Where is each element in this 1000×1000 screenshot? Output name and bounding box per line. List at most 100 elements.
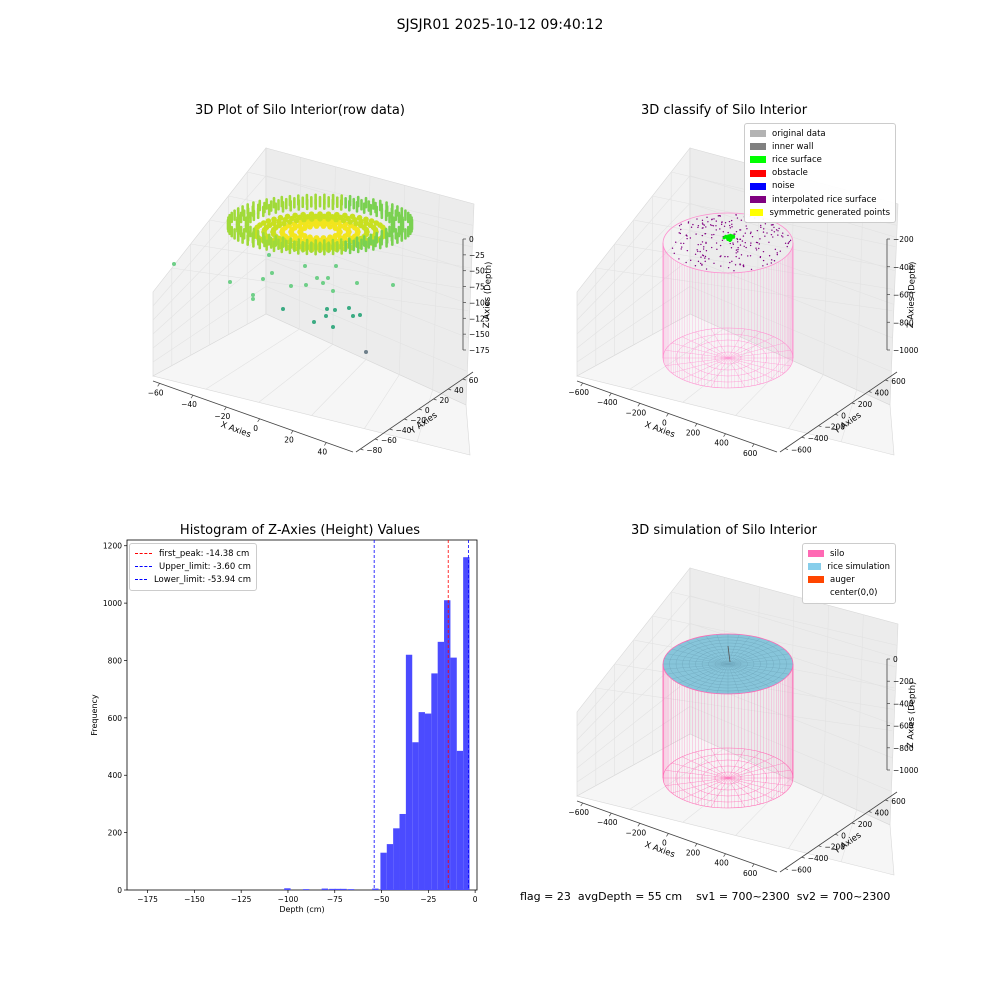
classify-rice-surface-point xyxy=(728,236,732,240)
classify-interpolated-point xyxy=(756,229,759,232)
classify-interpolated-point xyxy=(735,252,737,254)
classify-interpolated-point xyxy=(734,233,736,235)
histogram-x-tick-label: −50 xyxy=(374,895,390,904)
classify-x-tick xyxy=(580,382,584,387)
classify-interpolated-point xyxy=(686,237,688,240)
classify-interpolated-point xyxy=(759,238,761,240)
simulation-gridline xyxy=(840,809,857,862)
classify-interpolated-point xyxy=(702,255,705,257)
classify-x-tick-label: 400 xyxy=(714,439,729,448)
simulation-y-tick xyxy=(885,799,889,802)
classify-y-tick-label: 600 xyxy=(891,377,906,386)
simulation-x-tick xyxy=(608,812,612,817)
classify-interpolated-point xyxy=(772,236,774,238)
histogram-bar xyxy=(412,742,419,890)
histogram-bar xyxy=(405,654,413,890)
histogram-bar xyxy=(321,888,329,890)
raw-point xyxy=(363,216,369,223)
flag-value: flag = 23 xyxy=(520,890,571,903)
raw-gridline xyxy=(416,389,433,442)
raw-point xyxy=(277,214,284,221)
histogram-x-axis-label: Depth (cm) xyxy=(279,905,324,914)
histogram-y-tick-label: 600 xyxy=(108,714,123,723)
histogram-bar xyxy=(437,641,445,890)
status-footer: flag = 23 avgDepth = 55 cm sv1 = 700~230… xyxy=(520,890,890,903)
classify-interpolated-point xyxy=(721,239,724,242)
raw-gridline xyxy=(190,243,470,290)
simulation-gridline xyxy=(689,595,897,658)
raw-x-tick xyxy=(190,395,194,399)
raw-x-axis-line xyxy=(152,380,354,453)
classify-interpolated-point xyxy=(723,225,726,227)
raw-y-tick-label: −20 xyxy=(410,416,426,425)
classify-interpolated-point xyxy=(735,230,738,233)
simulation-x-tick-label: −600 xyxy=(568,808,589,817)
classify-x-tick-label: 600 xyxy=(743,449,758,458)
classify-interpolated-point xyxy=(678,258,680,260)
classify-interpolated-point xyxy=(750,231,752,233)
histogram-x-tick-label: −100 xyxy=(278,895,299,904)
classify-interpolated-point xyxy=(739,264,741,266)
raw-x-tick xyxy=(324,442,327,446)
classify-silo-bottom-spoke xyxy=(671,357,729,374)
simulation-z-tick-label: −600 xyxy=(893,722,914,731)
simulation-surface-spoke xyxy=(705,663,729,693)
classify-x-axis-line xyxy=(576,380,778,453)
simulation-y-tick-label: 600 xyxy=(891,797,906,806)
simulation-surface-spoke xyxy=(727,663,793,670)
simulation-surface-spoke xyxy=(727,635,751,665)
sv2-value: sv2 = 700~2300 xyxy=(796,890,891,903)
histogram-legend: first_peak: -14.38 cm Upper_limit: -3.60… xyxy=(129,543,257,591)
simulation-surface-spoke xyxy=(666,653,729,665)
simulation-gridline xyxy=(576,595,691,727)
histogram-bar xyxy=(380,852,387,890)
classify-interpolated-point xyxy=(735,255,737,258)
classify-interpolated-point xyxy=(701,227,704,229)
classify-interpolated-point xyxy=(704,260,706,263)
simulation-y-tick-label: −200 xyxy=(824,843,845,852)
classify-interpolated-point xyxy=(697,226,699,229)
classify-interpolated-point xyxy=(770,224,773,226)
classify-interpolated-point xyxy=(737,251,739,253)
classify-interpolated-point xyxy=(689,237,692,239)
figure-title: SJSJR01 2025-10-12 09:40:12 xyxy=(396,17,604,33)
classify-z-tick-label: −200 xyxy=(893,235,914,244)
classify-interpolated-point xyxy=(687,221,690,223)
classify-interpolated-point xyxy=(711,234,713,236)
classify-interpolated-point xyxy=(745,225,747,227)
simulation-silo-bottom-spoke xyxy=(711,748,729,779)
classify-interpolated-point xyxy=(729,224,731,227)
raw-point xyxy=(266,222,273,229)
classify-interpolated-point xyxy=(768,241,770,243)
raw-point xyxy=(354,226,360,233)
raw-y-tick-label: 40 xyxy=(454,386,464,395)
classify-interpolated-point xyxy=(685,261,687,264)
classify-interpolated-point xyxy=(727,231,729,234)
classify-x-tick xyxy=(666,413,669,417)
classify-silo-bottom-spoke xyxy=(711,328,729,359)
simulation-x-tick-label: 600 xyxy=(743,869,758,878)
classify-interpolated-point xyxy=(722,231,725,233)
classify-interpolated-point xyxy=(747,255,749,257)
classify-interpolated-point xyxy=(749,232,752,235)
classify-interpolated-point xyxy=(770,262,773,264)
classify-interpolated-point xyxy=(737,246,739,249)
simulation-surface-spoke xyxy=(666,663,729,675)
simulation-gridline xyxy=(595,687,893,731)
simulation-surface-spoke xyxy=(727,663,761,691)
legend-entry-upper-limit: Upper_limit: -3.60 cm xyxy=(135,560,251,573)
simulation-silo-bottom-spoke xyxy=(727,748,745,779)
simulation-silo-bottom-spoke xyxy=(695,777,729,805)
classify-y-tick xyxy=(835,413,839,416)
classify-interpolated-point xyxy=(680,223,682,226)
raw-outlier-point xyxy=(347,306,351,310)
classify-interpolated-point xyxy=(779,250,781,252)
raw-x-tick-label: 20 xyxy=(284,436,294,445)
classify-gridline xyxy=(595,267,893,311)
legend-entry-obstacle: obstacle xyxy=(750,167,890,180)
classify-interpolated-point xyxy=(699,262,702,265)
classify-interpolated-point xyxy=(766,232,768,234)
simulation-surface-spoke xyxy=(727,663,740,694)
classify-interpolated-point xyxy=(751,235,754,238)
classify-interpolated-point xyxy=(731,226,733,228)
